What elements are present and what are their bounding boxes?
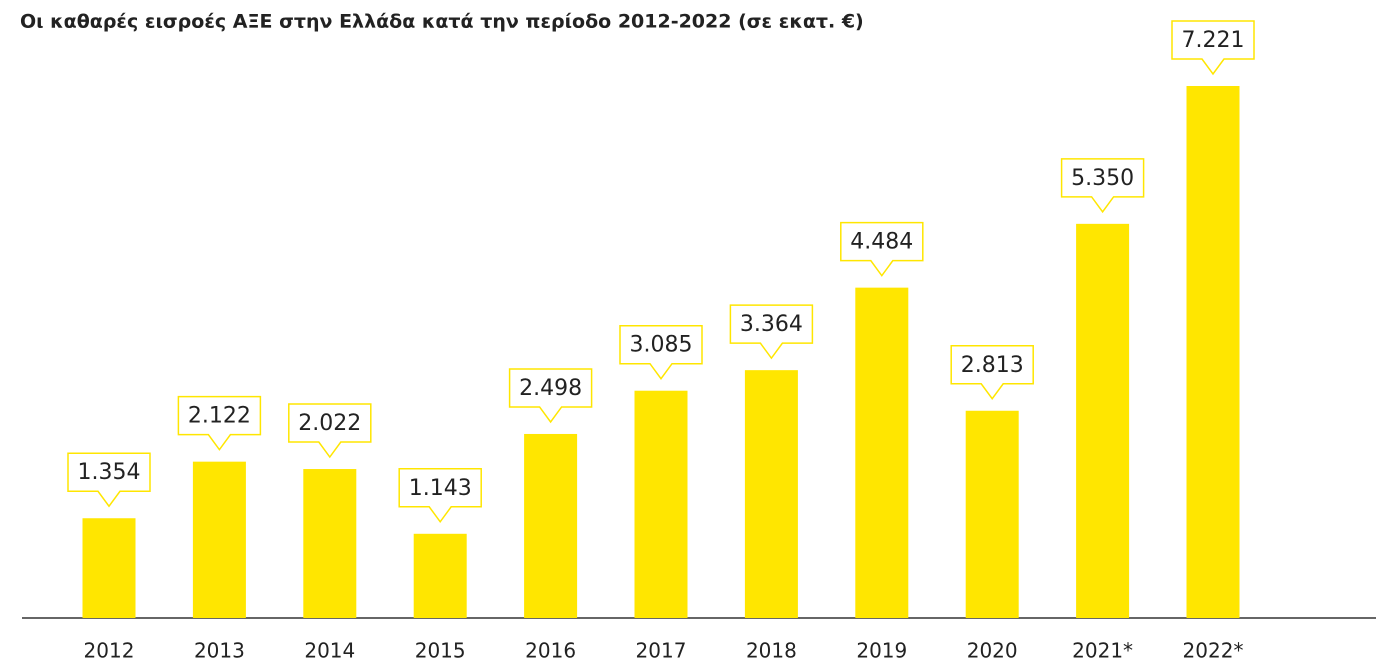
value-label: 3.085 [630,333,693,358]
bar [413,533,467,618]
x-tick-label: 2016 [525,639,576,662]
value-label-box [840,221,924,277]
value-label-box [177,395,262,451]
bar [1076,223,1130,619]
value-label-box [398,468,482,524]
value-label-box [288,403,372,459]
x-tick-label: 2014 [304,639,355,662]
value-label-box [67,452,151,508]
bar [303,469,357,618]
value-label: 2.813 [961,353,1024,378]
value-label-box [950,345,1034,401]
bar [965,410,1019,618]
x-tick-label: 2021* [1072,639,1133,662]
x-tick-label: 2015 [415,639,466,662]
value-label: 2.122 [188,404,251,429]
x-tick-label: 2022* [1183,639,1244,662]
value-label: 5.350 [1071,166,1134,191]
value-label-box [508,368,593,424]
bar [524,433,578,618]
value-label: 4.484 [850,230,913,255]
x-tick-label: 2012 [84,639,135,662]
x-tick-label: 2019 [856,639,907,662]
x-tick-label: 2018 [746,639,797,662]
value-label: 1.143 [409,476,472,501]
value-label-box [1171,20,1255,76]
bar [855,287,909,618]
value-label-box [729,304,814,360]
value-label: 3.364 [740,312,803,337]
x-tick-label: 2020 [967,639,1018,662]
value-label: 7.221 [1182,28,1245,53]
value-label: 2.022 [298,411,361,436]
x-tick-label: 2017 [636,639,687,662]
bar [192,461,246,618]
value-label: 1.354 [78,460,141,485]
value-label-box [619,324,703,380]
bar [634,390,688,618]
chart-title: Οι καθαρές εισροές ΑΞΕ στην Ελλάδα κατά … [20,11,864,33]
value-label-box [1060,158,1145,214]
bar [82,518,136,618]
x-tick-label: 2013 [194,639,245,662]
bar [1186,86,1240,618]
bar [744,370,798,618]
value-label: 2.498 [519,376,582,401]
